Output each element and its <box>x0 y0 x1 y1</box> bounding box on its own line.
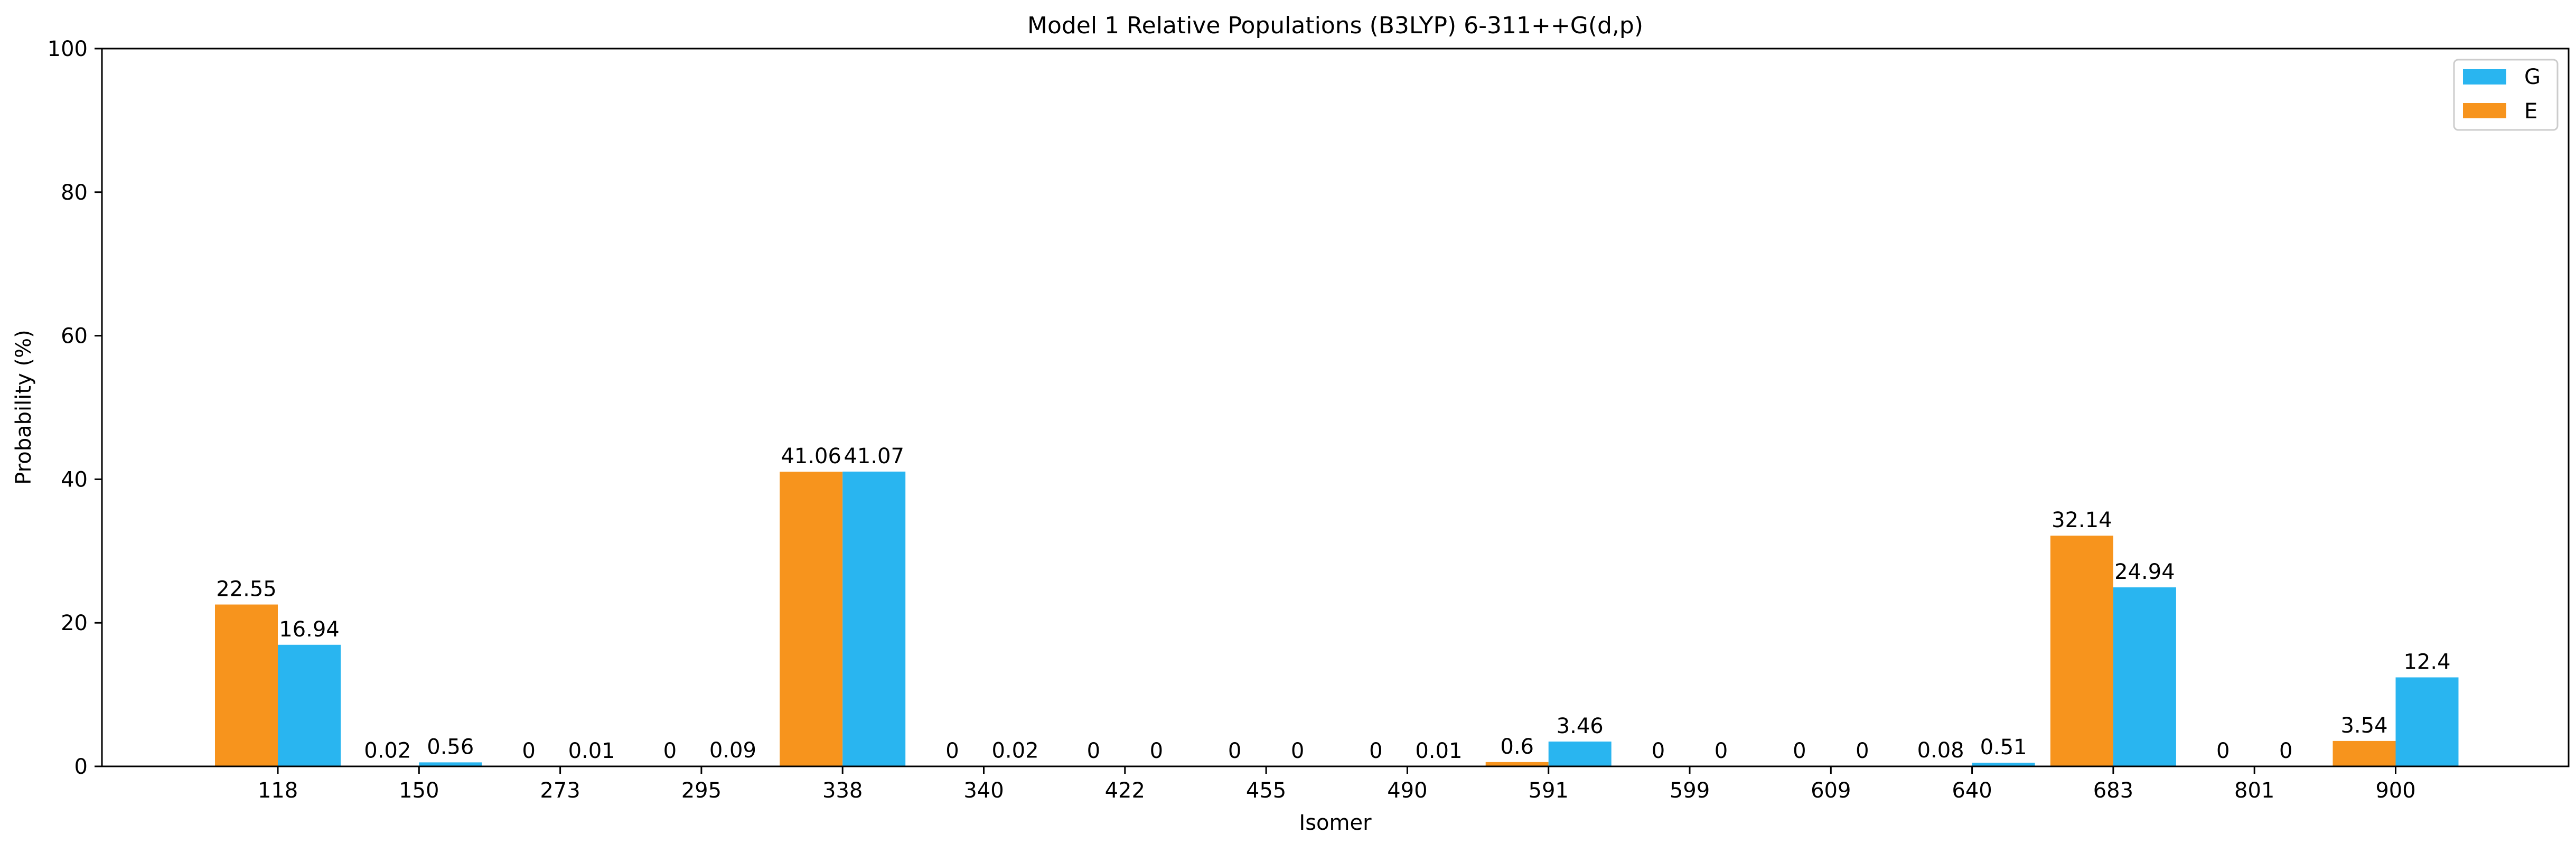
bar-g-683 <box>2113 587 2176 766</box>
data-label-g-118: 16.94 <box>279 617 340 642</box>
x-tick-label-801: 801 <box>2234 779 2274 803</box>
data-label-e-640: 0.08 <box>1917 738 1964 763</box>
data-label-e-150: 0.02 <box>364 739 411 763</box>
data-label-g-609: 0 <box>1856 739 1869 763</box>
x-tick-label-338: 338 <box>822 779 863 803</box>
x-tick-label-150: 150 <box>399 779 439 803</box>
legend-label-g: G <box>2524 65 2541 89</box>
data-label-e-455: 0 <box>1228 739 1241 763</box>
data-label-e-900: 3.54 <box>2340 714 2387 738</box>
y-tick-label-40: 40 <box>61 467 88 492</box>
data-label-e-338: 41.06 <box>781 444 841 468</box>
data-label-e-683: 32.14 <box>2052 508 2112 532</box>
data-label-g-683: 24.94 <box>2114 560 2175 584</box>
data-label-e-340: 0 <box>945 739 959 763</box>
bar-e-338 <box>780 472 842 766</box>
data-label-g-295: 0.09 <box>709 738 756 763</box>
data-label-e-273: 0 <box>522 739 535 763</box>
legend-label-e: E <box>2524 99 2537 124</box>
bar-g-900 <box>2396 677 2459 766</box>
bar-e-118 <box>215 605 278 766</box>
data-label-e-801: 0 <box>2216 739 2230 763</box>
bar-g-591 <box>1549 742 1612 766</box>
y-tick-label-60: 60 <box>61 324 88 349</box>
y-tick-label-20: 20 <box>61 611 88 635</box>
data-label-e-422: 0 <box>1087 739 1100 763</box>
x-tick-label-422: 422 <box>1105 779 1145 803</box>
x-tick-label-273: 273 <box>540 779 580 803</box>
data-label-g-340: 0.02 <box>991 739 1038 763</box>
data-label-g-455: 0 <box>1291 739 1304 763</box>
data-label-g-490: 0.01 <box>1415 739 1462 763</box>
x-tick-label-591: 591 <box>1529 779 1569 803</box>
x-tick-label-295: 295 <box>681 779 722 803</box>
x-tick-label-340: 340 <box>963 779 1004 803</box>
legend: G E <box>2454 60 2558 130</box>
x-tick-label-683: 683 <box>2093 779 2133 803</box>
data-label-e-490: 0 <box>1369 739 1382 763</box>
data-label-g-422: 0 <box>1150 739 1163 763</box>
bar-e-900 <box>2333 741 2396 766</box>
bar-e-683 <box>2050 536 2113 766</box>
data-label-e-295: 0 <box>663 739 677 763</box>
x-tick-label-609: 609 <box>1811 779 1851 803</box>
y-tick-label-80: 80 <box>61 181 88 205</box>
x-tick-label-900: 900 <box>2375 779 2415 803</box>
data-label-g-338: 41.07 <box>844 444 904 468</box>
bar-g-118 <box>278 645 341 766</box>
y-tick-label-0: 0 <box>74 755 88 779</box>
x-tick-label-640: 640 <box>1952 779 1992 803</box>
bar-g-338 <box>842 472 905 766</box>
x-tick-label-490: 490 <box>1387 779 1427 803</box>
data-label-g-273: 0.01 <box>568 739 615 763</box>
chart-title: Model 1 Relative Populations (B3LYP) 6-3… <box>1027 12 1643 39</box>
data-label-g-801: 0 <box>2279 739 2292 763</box>
data-label-g-150: 0.56 <box>427 735 474 759</box>
y-tick-label-100: 100 <box>48 37 88 61</box>
x-tick-label-455: 455 <box>1246 779 1286 803</box>
data-label-e-599: 0 <box>1652 739 1665 763</box>
x-tick-label-118: 118 <box>258 779 298 803</box>
data-label-g-599: 0 <box>1715 739 1728 763</box>
x-tick-label-599: 599 <box>1670 779 1710 803</box>
data-label-e-591: 0.6 <box>1500 735 1534 759</box>
x-axis-label: Isomer <box>1299 811 1372 835</box>
data-label-g-591: 3.46 <box>1557 714 1604 738</box>
data-label-g-640: 0.51 <box>1980 735 2027 760</box>
y-axis-label: Probability (%) <box>12 330 36 484</box>
legend-swatch-e <box>2463 103 2506 118</box>
data-label-g-900: 12.4 <box>2403 650 2450 674</box>
data-label-e-118: 22.55 <box>216 577 277 602</box>
data-label-e-609: 0 <box>1793 739 1806 763</box>
legend-swatch-g <box>2463 69 2506 85</box>
